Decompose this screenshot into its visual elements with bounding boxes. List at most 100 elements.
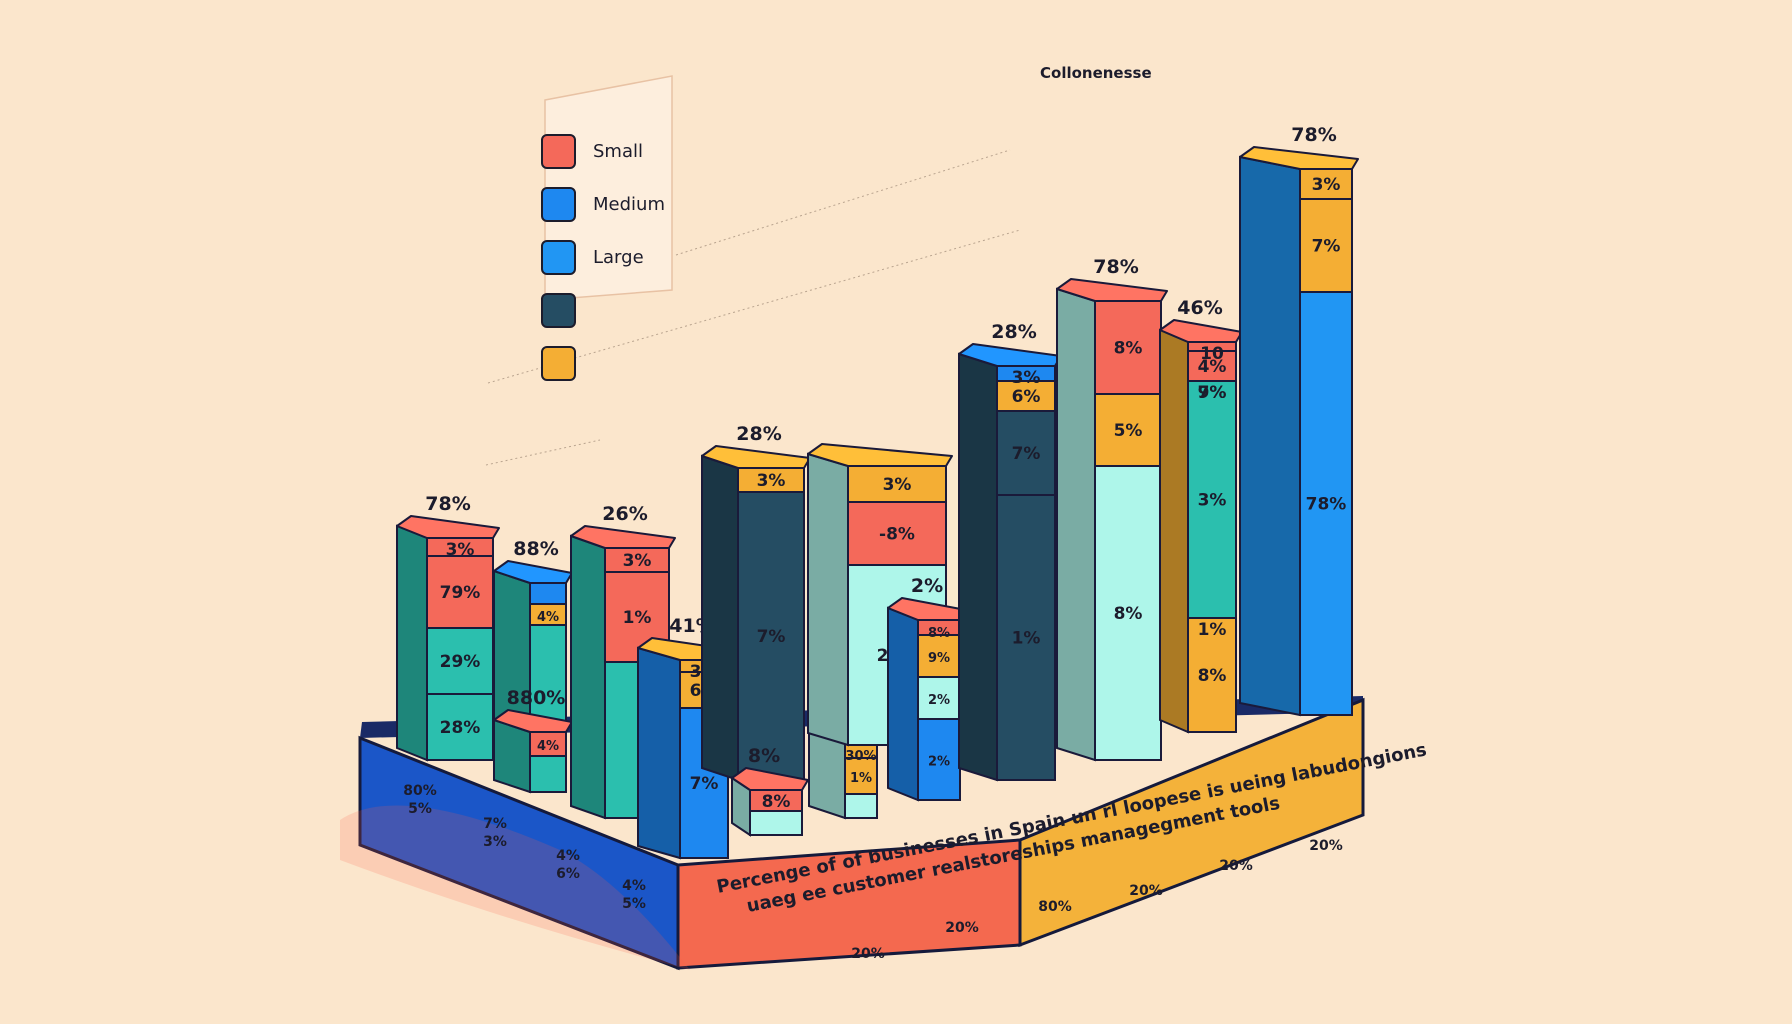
bar-13-segment-1 [1299, 198, 1353, 293]
bar-0-label-2: 79% [440, 583, 481, 603]
bar-9-label-0: 2% [928, 755, 950, 770]
bar-2-label-1: 4% [537, 739, 559, 754]
bar-13-label-1: 7% [1312, 237, 1341, 257]
legend: Small Medium Large [485, 75, 1021, 466]
bar-8-label-1: -8% [879, 525, 915, 545]
bar-5-label-0: 7% [757, 627, 786, 647]
bar-12-segment-0 [1187, 617, 1237, 733]
bar-13-label-2: 3% [1312, 175, 1341, 195]
bar-12-label-0: 8% [1198, 666, 1227, 686]
legend-label-1: Medium [593, 194, 665, 215]
front-tick-5: 20% [1309, 838, 1343, 854]
side-tick-1-1: 3% [483, 834, 507, 850]
bar-9-top-label: 2% [911, 575, 943, 597]
bar-side-13 [1239, 155, 1301, 717]
bar-3-label-2: 3% [623, 551, 652, 571]
bar-side-12 [1159, 328, 1189, 734]
axis-ticks: 80% 5% 7% 3% 4% 6% 4% 5% 20% 20% 80% 20% 20% 20% [403, 783, 1343, 962]
bar-1-top-label: 88% [513, 538, 558, 560]
bar-0: 28% 29% 79% 3% 78% [396, 493, 500, 762]
bar-side-9 [887, 606, 919, 802]
side-tick-2-0: 4% [556, 848, 580, 864]
side-tick-0-0: 80% [403, 783, 437, 799]
bar-cap-0 [396, 515, 500, 539]
bar-12-top-label: 46% [1177, 297, 1222, 319]
bar-13-segment-0 [1299, 291, 1353, 716]
bar-12-label-4: 9% [1198, 383, 1227, 403]
legend-label-2: Large [593, 247, 644, 268]
bar-13-segment-2 [1299, 168, 1353, 200]
bar-11-segment-1 [1094, 393, 1162, 467]
bar-10-label-3: 3% [1012, 368, 1041, 388]
legend-swatch-2 [541, 240, 576, 275]
bar-12-label-5: 4% [1198, 357, 1227, 377]
bar-10-label-2: 6% [1012, 387, 1041, 407]
bar-side-11 [1056, 287, 1096, 762]
bar-12: 8% 1% 3% 7%9% 4%10 46% [1159, 297, 1243, 734]
bar-9-label-2: 9% [928, 651, 950, 666]
bar-cap-3 [570, 525, 676, 549]
bar-10: 1% 7% 6%3% 28% [958, 321, 1062, 782]
bar-9: 2% 2% 9% 8% 2% [887, 575, 967, 802]
bar-side-3 [570, 534, 606, 820]
bar-3-label-1: 1% [623, 608, 652, 628]
bar-4-label-0: 7% [690, 774, 719, 794]
bar-12-segment-2 [1187, 380, 1237, 619]
bar-11-top-label: 78% [1093, 256, 1138, 278]
bar-side-0 [396, 524, 428, 762]
bar-6-top-label: 8% [748, 745, 780, 767]
bar-10-segment-2 [996, 380, 1056, 412]
bar-11-segment-2 [1094, 300, 1162, 395]
bar-12-label-6: 10 [1200, 344, 1224, 364]
bar-13-label-0: 78% [1306, 495, 1347, 515]
bar-5-segment-1 [737, 467, 805, 493]
bar-9-label-3: 8% [928, 626, 950, 641]
bar-8-segment-1 [847, 501, 947, 566]
bar-cap-2 [493, 709, 573, 733]
bar-9-segment-1 [917, 676, 961, 720]
bar-5: 7% 3% 28% [701, 423, 811, 782]
bar-2: 4% 880% [493, 687, 573, 794]
bar-cap-8 [807, 443, 953, 467]
bar-cap-13 [1239, 146, 1359, 170]
bar-2-top-label: 880% [507, 687, 566, 709]
bar-7-segment-1 [844, 757, 878, 795]
legend-swatch-0 [541, 134, 576, 169]
side-tick-3-0: 4% [622, 878, 646, 894]
bar-9-label-1: 2% [928, 693, 950, 708]
front-tick-1: 20% [945, 920, 979, 936]
bar-0-label-1: 29% [440, 652, 481, 672]
legend-swatch-4 [541, 346, 576, 381]
bar-2-segment-0 [529, 755, 567, 793]
bar-11-label-0: 8% [1114, 604, 1143, 624]
bar-12-label-2: 3% [1198, 491, 1227, 511]
bars-layer: 28%29%79%3%78%4%88%4%880%1%3%26%7%6%3%41… [396, 124, 1359, 860]
bar-11-label-2: 8% [1114, 339, 1143, 359]
bar-6-label-1: 8% [762, 792, 791, 812]
bar-7-segment-0 [844, 793, 878, 819]
bar-cap-1 [493, 560, 573, 584]
legend-label-0: Small [593, 141, 643, 162]
bar-12-label-3: 7% [1198, 383, 1227, 403]
bar-3-top-label: 26% [602, 503, 647, 525]
bar-1-segment-2 [529, 582, 567, 605]
bar-10-top-label: 28% [991, 321, 1036, 343]
bar-0-label-3: 3% [446, 540, 475, 560]
bar-8-label-2: 3% [883, 475, 912, 495]
side-tick-0-1: 5% [408, 801, 432, 817]
bar-10-label-1: 7% [1012, 444, 1041, 464]
side-tick-2-1: 6% [556, 866, 580, 882]
bar-5-segment-0 [737, 491, 805, 781]
bar-0-label-0: 28% [440, 718, 481, 738]
bar-side-7 [808, 729, 846, 820]
bar-12-segment-5 [1187, 350, 1237, 382]
front-tick-4: 20% [1219, 858, 1253, 874]
bar-10-label-0: 1% [1012, 629, 1041, 649]
bar-cap-6 [731, 767, 809, 791]
bar-cap-11 [1056, 278, 1168, 302]
bar-side-4 [637, 646, 681, 860]
bar-1-label-1: 4% [537, 610, 559, 625]
bar-11-label-1: 5% [1114, 421, 1143, 441]
front-tick-0: 20% [851, 946, 885, 962]
